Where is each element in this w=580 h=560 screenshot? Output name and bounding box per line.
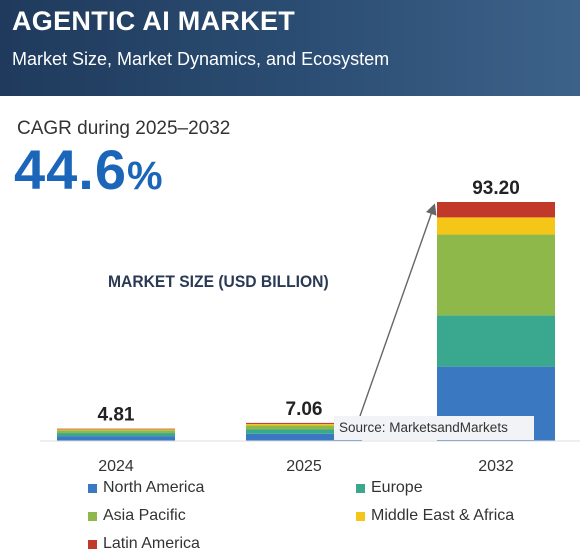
page-title: AGENTIC AI MARKET xyxy=(12,6,296,36)
growth-arrow xyxy=(359,203,437,417)
bar-segment-2025-europe xyxy=(246,429,362,434)
category-label-2032: 2032 xyxy=(478,458,514,475)
total-label-2032: 93.20 xyxy=(472,178,520,199)
bar-segment-2024-asia-pacific xyxy=(57,430,175,434)
cagr-number: 44.6 xyxy=(14,138,127,201)
bar-segment-2025-asia-pacific xyxy=(246,425,362,430)
page-subtitle: Market Size, Market Dynamics, and Ecosys… xyxy=(12,49,390,69)
bar-segment-2024-latin-america xyxy=(57,428,175,430)
bar-segment-2032-asia-pacific xyxy=(437,234,555,316)
bar-segment-2025-middle-east-africa xyxy=(246,423,362,426)
bar-group xyxy=(57,202,555,441)
cagr-unit: % xyxy=(127,154,164,198)
total-label-2025: 7.06 xyxy=(286,399,323,420)
cagr-label: CAGR during 2025–2032 xyxy=(17,118,231,139)
bar-segment-2024-europe xyxy=(57,433,175,437)
cagr-value: 44.6% xyxy=(14,138,164,208)
label-group: 4.81 2024 7.06 2025 93.20 2032 xyxy=(98,178,520,475)
category-label-2025: 2025 xyxy=(286,458,322,475)
bar-segment-2024-north-america xyxy=(57,436,175,441)
bar-segment-2025-north-america xyxy=(246,433,362,441)
bar-segment-2024-middle-east-africa xyxy=(57,429,175,431)
total-label-2024: 4.81 xyxy=(98,405,135,426)
chart-title: MARKET SIZE (USD BILLION) xyxy=(108,272,329,291)
bar-segment-2032-europe xyxy=(437,315,555,367)
header-banner: AGENTIC AI MARKET Market Size, Market Dy… xyxy=(0,0,580,96)
bar-segment-2032-latin-america xyxy=(437,202,555,218)
category-label-2024: 2024 xyxy=(98,458,134,475)
bar-segment-2032-middle-east-africa xyxy=(437,217,555,235)
bar-segment-2025-latin-america xyxy=(246,422,362,424)
source-note: Source: MarketsandMarkets xyxy=(334,416,534,440)
